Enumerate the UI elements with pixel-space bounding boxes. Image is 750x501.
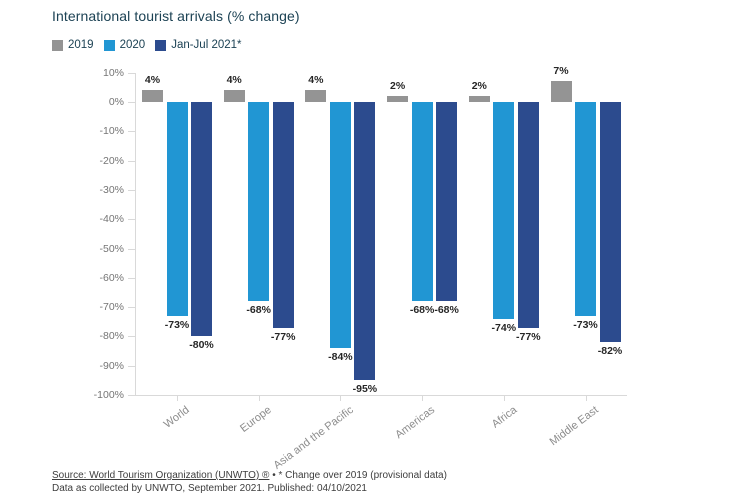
bar-2020-europe (248, 102, 270, 302)
bar-value-label: -68% (246, 304, 271, 317)
bar-value-label: -74% (491, 321, 517, 334)
y-axis-tick (128, 395, 135, 396)
y-axis-tick (128, 189, 135, 191)
bar-2020-world (166, 102, 188, 316)
footer-line1: Source: World Tourism Organization (UNWT… (52, 470, 447, 483)
bar-2020-asia-and-the-pacific (329, 102, 351, 349)
bar-value-label: -77% (270, 330, 296, 343)
x-axis-category-label: Europe (238, 404, 274, 435)
y-axis-tick-label: -10% (99, 125, 124, 138)
footer: Source: World Tourism Organization (UNWT… (52, 470, 447, 495)
legend-label: 2019 (68, 39, 94, 51)
bar-jan-jul-2021-europe (272, 102, 294, 328)
bar-value-label: -80% (189, 339, 214, 352)
legend: 2019 2020 Jan-Jul 2021* (52, 39, 252, 51)
legend-swatch-icon (52, 39, 63, 51)
bar-2020-middle-east (575, 102, 596, 316)
legend-label: 2020 (119, 39, 146, 51)
bar-value-label: -73% (573, 318, 598, 331)
legend-item-2019: 2019 (52, 39, 94, 51)
x-axis-tick (503, 395, 505, 401)
x-axis-tick (340, 395, 342, 401)
y-axis-tick-label: -100% (93, 389, 124, 401)
bar-value-label: -82% (597, 345, 623, 358)
y-axis-tick-label: -20% (99, 154, 124, 167)
x-axis-category-label: World (162, 404, 193, 431)
bar-value-label: -84% (328, 351, 353, 364)
bar-2019-world (142, 90, 163, 102)
source-link[interactable]: Source: World Tourism Organization (UNWT… (52, 470, 270, 481)
x-axis-line (135, 395, 627, 396)
bar-value-label: 4% (308, 74, 324, 87)
y-axis-tick-label: 10% (102, 66, 124, 79)
chart-title: International tourist arrivals (% change… (52, 8, 300, 24)
x-axis-tick (258, 395, 260, 401)
bar-2020-americas (411, 102, 433, 302)
y-axis-tick (128, 336, 135, 338)
y-axis-tick (128, 102, 135, 103)
x-axis-category-label: Africa (489, 404, 520, 431)
y-axis-tick-label: 0% (108, 96, 124, 108)
y-axis-tick-label: -30% (99, 183, 124, 196)
y-axis-tick (128, 131, 135, 133)
bar-2020-africa (493, 102, 515, 319)
y-axis-tick (128, 307, 135, 309)
y-axis-tick (128, 219, 135, 221)
footer-separator: • (269, 470, 279, 481)
x-axis-tick (585, 395, 587, 401)
bar-value-label: 4% (144, 74, 161, 87)
legend-item-2020: 2020 (103, 39, 146, 51)
bar-value-label: -68% (409, 304, 435, 317)
y-axis-tick (128, 277, 135, 279)
y-axis-tick (128, 160, 135, 162)
y-axis-tick (128, 248, 135, 250)
y-axis-tick-label: -40% (99, 213, 124, 226)
bar-value-label: -77% (516, 330, 541, 343)
x-axis-category-label: Middle East (547, 404, 601, 449)
legend-item-jan-jul-2021: Jan-Jul 2021* (155, 39, 242, 51)
bar-2019-asia-and-the-pacific (305, 90, 327, 102)
bar-value-label: -95% (352, 383, 378, 396)
bar-jan-jul-2021-americas (436, 102, 458, 302)
y-axis-tick-label: -70% (99, 301, 124, 314)
bar-value-label: 4% (226, 74, 242, 87)
x-axis-category-label: Asia and the Pacific (271, 404, 356, 472)
x-axis-category-label: Americas (393, 404, 438, 442)
bar-value-label: -68% (434, 304, 459, 317)
bar-value-label: 2% (471, 80, 487, 93)
footer-line2: Data as collected by UNWTO, September 20… (52, 482, 367, 494)
legend-swatch-icon (155, 39, 167, 51)
bar-2019-europe (223, 90, 245, 102)
y-axis-tick-label: -60% (99, 271, 124, 284)
bar-value-label: 7% (553, 65, 569, 78)
bar-2019-africa (468, 96, 490, 102)
bar-jan-jul-2021-middle-east (599, 102, 621, 343)
bar-jan-jul-2021-asia-and-the-pacific (354, 102, 376, 381)
y-axis-tick-label: -90% (99, 359, 124, 372)
y-axis-line (135, 72, 136, 395)
footer-note: * Change over 2019 (provisional data) (278, 470, 447, 481)
legend-swatch-icon (103, 39, 115, 51)
x-axis-tick (177, 395, 178, 401)
y-axis-tick (128, 72, 135, 74)
legend-label: Jan-Jul 2021* (171, 39, 242, 51)
bar-2019-americas (387, 96, 409, 102)
bar-value-label: 2% (390, 80, 406, 93)
bar-jan-jul-2021-africa (517, 102, 539, 328)
bar-2019-middle-east (550, 81, 572, 102)
x-axis-tick (422, 395, 424, 401)
y-axis-tick-label: -50% (99, 242, 124, 255)
bar-jan-jul-2021-world (191, 102, 212, 337)
bar-value-label: -73% (164, 318, 190, 331)
y-axis-tick-label: -80% (99, 330, 124, 343)
y-axis-tick (128, 365, 135, 367)
